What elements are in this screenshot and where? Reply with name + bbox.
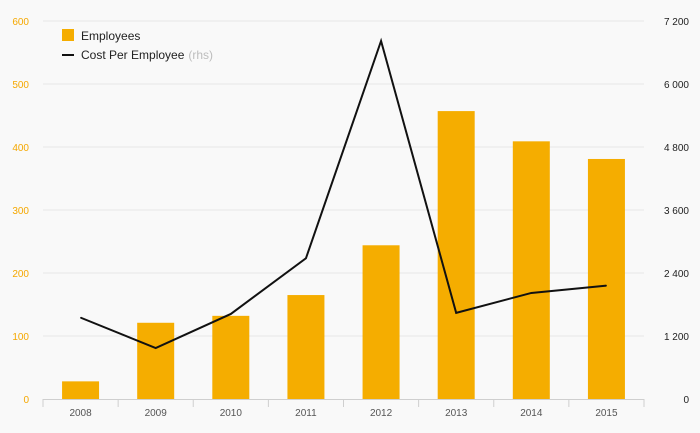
left-tick-label: 100 [12,332,29,343]
point-cost-per-employee-2009 [155,347,157,349]
right-tick-label: 0 [683,395,689,406]
x-tick-label: 2008 [69,408,92,419]
left-axis-ticks: 0 100 200 300 400 500 600 [12,17,29,406]
right-tick-label: 6 000 [664,80,689,91]
right-tick-label: 3 600 [664,206,689,217]
left-tick-label: 200 [12,269,29,280]
employees-bars [62,111,625,399]
x-tick-label: 2010 [220,408,243,419]
bar-employees-2013 [437,111,475,399]
gridlines [43,20,644,337]
x-tick-label: 2011 [295,408,317,419]
bar-employees-2008 [62,381,100,399]
point-cost-per-employee-2011 [305,257,307,259]
bar-employees-2014 [512,141,550,399]
right-tick-label: 7 200 [664,17,689,28]
x-tick-label: 2013 [445,408,468,419]
point-cost-per-employee-2010 [230,313,232,315]
right-tick-label: 1 200 [664,332,689,343]
left-tick-label: 500 [12,80,29,91]
x-tick-label: 2015 [595,408,618,419]
left-tick-label: 600 [12,17,29,28]
cost-per-employee-line [80,37,607,350]
legend-label-cost-per-employee: Cost Per Employee (rhs) [81,48,213,62]
bar-employees-2009 [137,322,175,399]
bar-employees-2010 [212,315,250,399]
line-cost-per-employee [80,37,607,350]
x-axis: 2008 2009 2010 2011 2012 2013 2014 2015 [42,399,645,419]
x-tick-label: 2012 [370,408,393,419]
point-cost-per-employee-2015 [605,285,607,287]
point-cost-per-employee-2013 [455,312,457,314]
x-tick-label: 2014 [520,408,543,419]
right-tick-label: 4 800 [664,143,689,154]
legend: Employees Cost Per Employee (rhs) [62,29,213,62]
bar-employees-2012 [362,245,400,399]
x-tick-label: 2009 [145,408,168,419]
legend-label-cost-name: Cost Per Employee [81,48,185,62]
left-tick-label: 0 [23,395,29,406]
point-cost-per-employee-2012 [380,40,382,42]
right-tick-label: 2 400 [664,269,689,280]
legend-label-employees: Employees [81,29,140,43]
left-tick-label: 400 [12,143,29,154]
left-tick-label: 300 [12,206,29,217]
legend-swatch-employees [62,29,74,41]
legend-label-rhs: (rhs) [188,48,213,62]
point-cost-per-employee-2008 [80,317,82,319]
bar-employees-2015 [587,158,625,399]
point-cost-per-employee-2014 [530,292,532,294]
right-axis-ticks: 0 1 200 2 400 3 600 4 800 6 000 7 200 [664,17,689,406]
bar-employees-2011 [287,295,325,399]
